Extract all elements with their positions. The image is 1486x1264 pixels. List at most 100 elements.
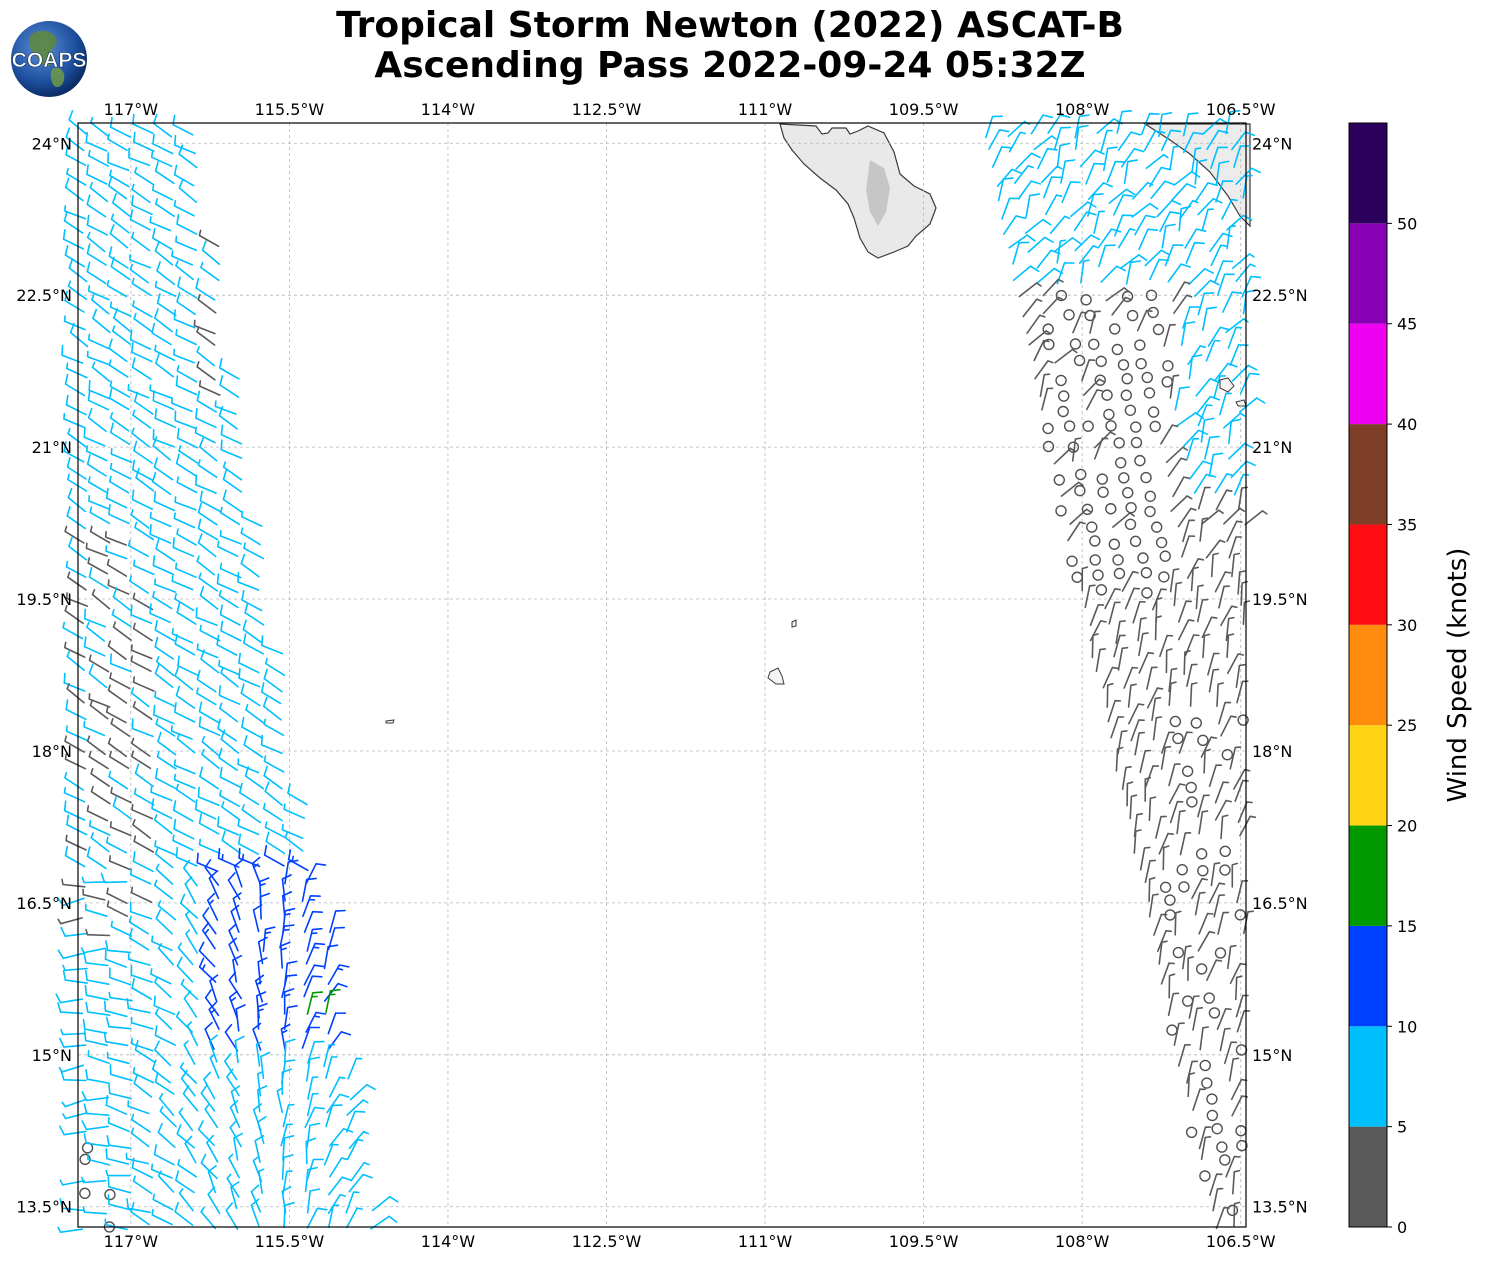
wind-barb bbox=[1083, 378, 1105, 396]
wind-barb bbox=[1244, 510, 1268, 526]
wind-barb bbox=[159, 1105, 177, 1128]
wind-barb bbox=[1231, 1095, 1248, 1117]
wind-barb bbox=[154, 1025, 176, 1046]
lat-tick-label-right: 18°N bbox=[1252, 742, 1292, 761]
wind-barb bbox=[1100, 265, 1126, 283]
wind-barb bbox=[226, 1173, 240, 1198]
wind-barb bbox=[151, 798, 173, 820]
wind-barb bbox=[132, 1175, 153, 1195]
wind-barb bbox=[153, 1144, 175, 1166]
wind-barb bbox=[152, 591, 173, 610]
wind-barb bbox=[1235, 663, 1246, 689]
wind-barb bbox=[109, 1064, 133, 1082]
wind-barb bbox=[61, 1098, 87, 1108]
wind-barb bbox=[201, 922, 216, 950]
wind-barb bbox=[108, 967, 132, 986]
wind-barb bbox=[88, 663, 108, 689]
calm-wind-circle bbox=[1095, 584, 1108, 596]
wind-barb bbox=[130, 655, 152, 672]
wind-barb bbox=[154, 691, 176, 708]
wind-barb bbox=[134, 521, 155, 541]
wind-barb bbox=[1201, 616, 1218, 639]
wind-barb bbox=[224, 1023, 239, 1052]
calm-wind-circle bbox=[1094, 374, 1106, 386]
wind-barb bbox=[1214, 473, 1233, 494]
wind-barb bbox=[252, 1022, 262, 1051]
title-line-1: Tropical Storm Newton (2022) ASCAT-B bbox=[336, 5, 1124, 46]
wind-barb bbox=[1160, 129, 1182, 152]
wind-barb bbox=[107, 579, 130, 595]
wind-barb bbox=[1158, 832, 1174, 855]
wind-barb bbox=[1174, 910, 1182, 936]
wind-barb bbox=[155, 656, 175, 677]
wind-barb bbox=[64, 177, 84, 202]
wind-barb bbox=[244, 766, 265, 790]
wind-barb bbox=[108, 991, 133, 1002]
calm-wind-circle bbox=[1063, 420, 1076, 432]
calm-wind-circle bbox=[1074, 484, 1086, 497]
wind-barb bbox=[81, 1176, 107, 1184]
wind-barb bbox=[1226, 225, 1236, 250]
wind-barb bbox=[1098, 244, 1116, 268]
wind-barb bbox=[1144, 859, 1156, 884]
wind-barb bbox=[129, 575, 149, 594]
wind-barb bbox=[109, 672, 131, 690]
wind-barb bbox=[177, 655, 199, 677]
calm-wind-circle bbox=[1159, 881, 1172, 893]
wind-barb bbox=[110, 213, 130, 234]
wind-barb bbox=[306, 1092, 319, 1117]
wind-barb bbox=[1054, 126, 1072, 150]
wind-barb bbox=[185, 910, 198, 935]
calm-wind-circle bbox=[1140, 567, 1153, 579]
wind-barb bbox=[1173, 294, 1193, 314]
wind-barb bbox=[156, 750, 177, 770]
lon-tick-label-top: 114°W bbox=[421, 100, 476, 119]
wind-barb bbox=[1054, 237, 1082, 252]
wind-barb bbox=[1167, 263, 1191, 283]
lon-tick-label-bottom: 109.5°W bbox=[889, 1232, 959, 1251]
wind-barb bbox=[327, 1031, 352, 1051]
wind-barb bbox=[83, 720, 106, 737]
wind-barb bbox=[1001, 197, 1020, 220]
calm-wind-circle bbox=[1105, 420, 1117, 432]
wind-barb bbox=[263, 668, 283, 693]
calm-wind-circle bbox=[1134, 454, 1146, 467]
wind-barb bbox=[1136, 309, 1153, 332]
wind-barb bbox=[988, 129, 1010, 150]
wind-barb bbox=[87, 333, 110, 350]
wind-barb bbox=[129, 901, 153, 920]
wind-barb bbox=[108, 770, 129, 790]
calm-wind-circle bbox=[1053, 474, 1065, 486]
wind-barb bbox=[1227, 326, 1242, 349]
wind-barb bbox=[1134, 731, 1145, 756]
wind-barb bbox=[64, 604, 84, 625]
colorbar-bin bbox=[1349, 1126, 1387, 1227]
wind-barb bbox=[57, 1226, 83, 1233]
wind-barb bbox=[997, 177, 1014, 202]
wind-barb bbox=[287, 783, 308, 806]
wind-barb bbox=[173, 818, 195, 840]
wind-barb bbox=[132, 409, 152, 429]
wind-barb bbox=[67, 428, 87, 448]
calm-wind-circle bbox=[1096, 473, 1108, 485]
calm-wind-circle bbox=[1219, 864, 1231, 876]
wind-barb bbox=[196, 687, 217, 706]
wind-barb bbox=[257, 957, 268, 985]
wind-barb bbox=[151, 322, 172, 346]
wind-barb bbox=[346, 1138, 364, 1161]
wind-barb bbox=[306, 1158, 324, 1182]
wind-barb bbox=[260, 1051, 271, 1080]
wind-barb bbox=[108, 855, 131, 871]
colorbar-tick-label: 40 bbox=[1397, 415, 1417, 434]
wind-barb bbox=[263, 718, 285, 736]
calm-wind-circle bbox=[1164, 894, 1176, 906]
wind-barb bbox=[84, 608, 107, 628]
wind-barb bbox=[155, 353, 174, 378]
wind-barb bbox=[1225, 616, 1235, 642]
wind-barb bbox=[1207, 652, 1220, 676]
wind-barb bbox=[1079, 149, 1105, 168]
wind-barb bbox=[60, 1028, 86, 1036]
wind-barb bbox=[105, 1095, 128, 1115]
lat-tick-label-left: 21°N bbox=[32, 438, 72, 457]
wind-barb bbox=[1193, 473, 1217, 494]
